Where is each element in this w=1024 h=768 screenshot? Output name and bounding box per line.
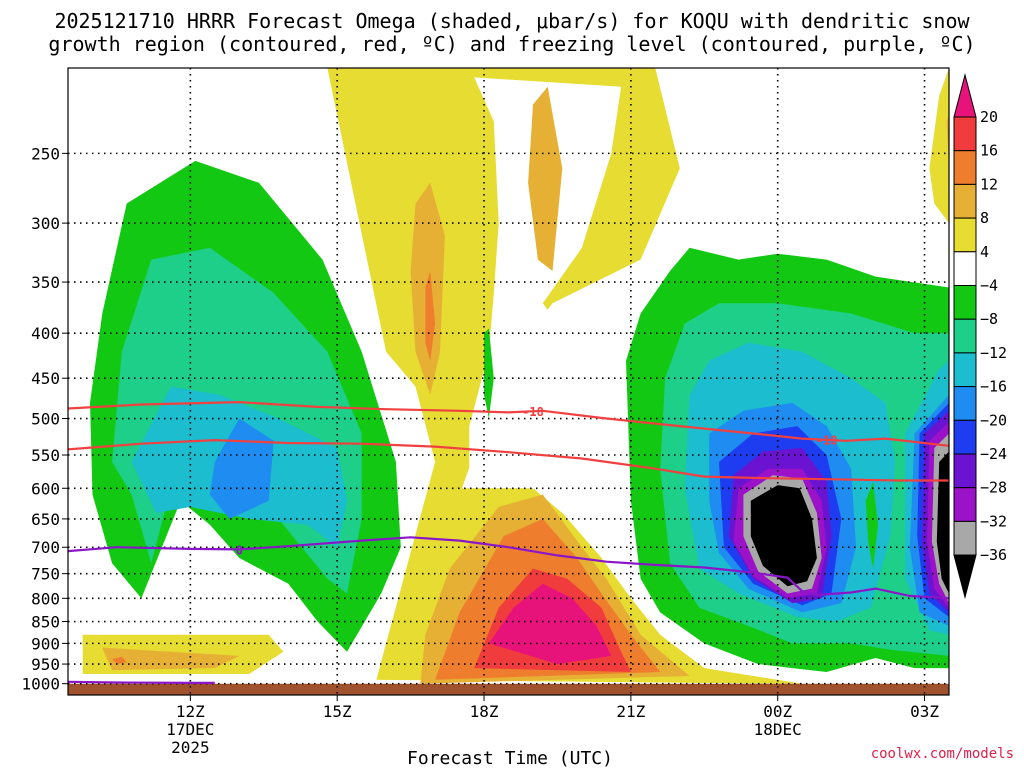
dgz-lower-contour xyxy=(68,438,949,482)
colorbar-label: 20 xyxy=(980,108,998,126)
y-tick-label: 350 xyxy=(31,273,60,292)
chart-title-line2: growth region (contoured, red, ºC) and f… xyxy=(48,32,975,56)
x-tick-label: 2025 xyxy=(171,738,210,757)
y-tick-label: 600 xyxy=(31,479,60,498)
colorbar-label: −28 xyxy=(980,479,1007,497)
x-tick-label: 17DEC xyxy=(166,720,214,739)
contour-label: -18 xyxy=(522,405,544,419)
omega-region-8 xyxy=(425,271,436,361)
colorbar-swatch xyxy=(953,251,977,287)
surface-freezing-contour xyxy=(68,680,215,684)
chart-title-line1: 2025121710 HRRR Forecast Omega (shaded, … xyxy=(54,9,970,33)
colorbar-label: −36 xyxy=(980,546,1007,564)
omega-region-12 xyxy=(112,656,127,665)
omega-region-37 xyxy=(68,683,949,695)
omega-region-34 xyxy=(936,451,949,594)
y-tick-label: 850 xyxy=(31,613,60,632)
colorbar-label: −20 xyxy=(980,411,1007,429)
colorbar-label: −4 xyxy=(980,277,998,295)
omega-region-28 xyxy=(750,485,817,587)
y-tick-label: 750 xyxy=(31,565,60,584)
colorbar-swatch xyxy=(953,386,977,421)
colorbar-top-arrow xyxy=(953,73,977,118)
colorbar-swatch xyxy=(953,352,977,388)
contour-label: 0 xyxy=(236,543,243,557)
gridlines xyxy=(68,68,949,695)
colorbar-swatch xyxy=(953,419,977,455)
x-tick-label: 03Z xyxy=(910,702,939,721)
colorbar-swatch xyxy=(953,453,977,489)
x-axis-label: Forecast Time (UTC) xyxy=(407,748,613,768)
y-tick-label: 450 xyxy=(31,369,60,388)
colorbar-label: 4 xyxy=(980,243,989,261)
x-tick-label: 18Z xyxy=(470,702,499,721)
y-axis: 250 300 350 400 450 500 550 600 650 700 750 800 850 9… xyxy=(21,144,68,694)
y-tick-label: 300 xyxy=(31,214,60,233)
dgz-upper-contour xyxy=(68,400,949,447)
omega-region-0 xyxy=(327,68,803,684)
omega-shading xyxy=(68,68,949,695)
y-tick-label: 950 xyxy=(31,655,60,674)
freezing-level-contour xyxy=(68,536,949,600)
colorbar-swatch xyxy=(953,217,977,253)
omega-region-16 xyxy=(209,418,274,519)
colorbar-label: −12 xyxy=(980,344,1007,362)
y-tick-label: 650 xyxy=(31,510,60,529)
credit-text: coolwx.com/models xyxy=(871,746,1014,762)
plot-frame xyxy=(67,67,950,696)
omega-region-35 xyxy=(929,68,949,224)
colorbar-label: 8 xyxy=(980,209,989,227)
x-tick-label: 21Z xyxy=(616,702,645,721)
colorbar-swatch xyxy=(953,116,977,152)
colorbar-swatch xyxy=(953,150,977,185)
y-tick-label: 900 xyxy=(31,634,60,653)
colorbar-label: −24 xyxy=(980,445,1007,463)
y-tick-label: 700 xyxy=(31,538,60,557)
colorbar-swatch xyxy=(953,183,977,219)
omega-region-9 xyxy=(528,86,563,271)
omega-region-1 xyxy=(469,77,622,501)
y-tick-label: 1000 xyxy=(21,675,60,694)
colorbar-label: −8 xyxy=(980,310,998,328)
colorbar-label: −32 xyxy=(980,512,1007,530)
y-tick-label: 500 xyxy=(31,410,60,429)
omega-region-11 xyxy=(102,647,240,671)
colorbar-swatch xyxy=(953,318,977,354)
contour-label: -18 xyxy=(816,433,838,447)
x-tick-label: 12Z xyxy=(176,702,205,721)
x-tick-label: 15Z xyxy=(323,702,352,721)
omega-region-17 xyxy=(484,328,494,419)
colorbar-label: 12 xyxy=(980,175,998,193)
colorbar-swatch xyxy=(953,285,977,320)
y-tick-label: 400 xyxy=(31,324,60,343)
omega-region-22 xyxy=(865,481,878,569)
x-tick-label: 18DEC xyxy=(754,720,802,739)
x-tick-label: 00Z xyxy=(763,702,792,721)
y-tick-label: 250 xyxy=(31,144,60,163)
y-tick-label: 550 xyxy=(31,446,60,465)
y-tick-label: 800 xyxy=(31,589,60,608)
colorbar-label: 16 xyxy=(980,142,998,160)
colorbar-bottom-arrow xyxy=(953,554,977,600)
colorbar-swatch xyxy=(953,487,977,522)
colorbar: 20 16 12 8 4 −4 −8 −12 −16 −20 −24 −28 −32 −36 xyxy=(953,73,1007,600)
colorbar-swatch xyxy=(953,520,977,556)
contour-lines: -18 -18 0 xyxy=(68,400,949,684)
colorbar-label: −16 xyxy=(980,378,1007,396)
